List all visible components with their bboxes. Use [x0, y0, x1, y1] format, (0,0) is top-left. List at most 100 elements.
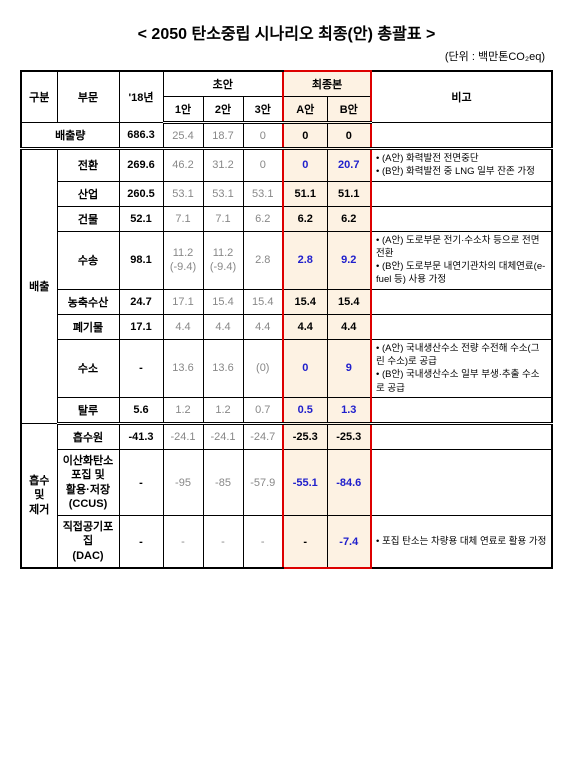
- th-fB: B안: [327, 97, 371, 123]
- cell: 4.4: [327, 314, 371, 339]
- th-fA: A안: [283, 97, 327, 123]
- cell: -57.9: [243, 449, 283, 515]
- cell: 이산화탄소포집 및활용·저장(CCUS): [57, 449, 119, 515]
- cell: 31.2: [203, 149, 243, 182]
- row-dac: 직접공기포집(DAC) - - - - - -7.4 • 포집 탄소는 차량용 …: [21, 516, 552, 568]
- cell: -24.1: [163, 423, 203, 449]
- cell: 51.1: [327, 181, 371, 206]
- cell: 2.8: [283, 231, 327, 289]
- cell: 0: [283, 339, 327, 397]
- row-bldg: 건물 52.1 7.1 7.1 6.2 6.2 6.2: [21, 206, 552, 231]
- row-h2: 수소 - 13.6 13.6 (0) 0 9 • (A안) 국내생산수소 전량 …: [21, 339, 552, 397]
- cell: 전환: [57, 149, 119, 182]
- cell: [371, 181, 552, 206]
- cell: 6.2: [243, 206, 283, 231]
- cell: 11.2(-9.4): [163, 231, 203, 289]
- cell-remark: • (A안) 도로부문 전기·수소차 등으로 전면 전환• (B안) 도로부문 …: [371, 231, 552, 289]
- cell: 1.2: [163, 397, 203, 423]
- cell: 25.4: [163, 123, 203, 149]
- cell: -24.7: [243, 423, 283, 449]
- cell: 1.2: [203, 397, 243, 423]
- cell: -: [203, 516, 243, 568]
- cell: 7.1: [203, 206, 243, 231]
- cell: [371, 449, 552, 515]
- th-d2: 2안: [203, 97, 243, 123]
- cell-remark: • (A안) 화력발전 전면중단• (B안) 화력발전 중 LNG 일부 잔존 …: [371, 149, 552, 182]
- cell: 686.3: [119, 123, 163, 149]
- cell: -95: [163, 449, 203, 515]
- cell: 6.2: [327, 206, 371, 231]
- cell: -7.4: [327, 516, 371, 568]
- th-remark: 비고: [371, 71, 552, 123]
- cell: -: [119, 339, 163, 397]
- cell: 수소: [57, 339, 119, 397]
- cell: 51.1: [283, 181, 327, 206]
- row-total: 배출량 686.3 25.4 18.7 0 0 0: [21, 123, 552, 149]
- cell: 0.7: [243, 397, 283, 423]
- row-trans: 수송 98.1 11.2(-9.4) 11.2(-9.4) 2.8 2.8 9.…: [21, 231, 552, 289]
- cell: -84.6: [327, 449, 371, 515]
- cell: [371, 314, 552, 339]
- cell: -25.3: [327, 423, 371, 449]
- th-draft: 초안: [163, 71, 283, 97]
- cell: 53.1: [243, 181, 283, 206]
- th-gubun: 구분: [21, 71, 57, 123]
- cell: 53.1: [203, 181, 243, 206]
- row-conv: 배출 전환 269.6 46.2 31.2 0 0 20.7 • (A안) 화력…: [21, 149, 552, 182]
- cell: 269.6: [119, 149, 163, 182]
- cell: 17.1: [119, 314, 163, 339]
- cell: 15.4: [327, 289, 371, 314]
- cell: 13.6: [163, 339, 203, 397]
- th-sector: 부문: [57, 71, 119, 123]
- cell: 건물: [57, 206, 119, 231]
- cell: 4.4: [283, 314, 327, 339]
- cell: -: [163, 516, 203, 568]
- cell: 0: [243, 149, 283, 182]
- cell: -25.3: [283, 423, 327, 449]
- cell: 46.2: [163, 149, 203, 182]
- cell: -24.1: [203, 423, 243, 449]
- cell: 1.3: [327, 397, 371, 423]
- cell: (0): [243, 339, 283, 397]
- cell: [371, 423, 552, 449]
- summary-table: 구분 부문 '18년 초안 최종본 비고 1안 2안 3안 A안 B안 배출량 …: [20, 70, 553, 569]
- cell: 0: [327, 123, 371, 149]
- cell: 0: [283, 149, 327, 182]
- cell-total-label: 배출량: [21, 123, 119, 149]
- cell: 수송: [57, 231, 119, 289]
- cell: 15.4: [283, 289, 327, 314]
- cell: 0: [283, 123, 327, 149]
- cell: 탈루: [57, 397, 119, 423]
- cell: 98.1: [119, 231, 163, 289]
- unit-label: (단위 : 백만톤CO₂eq): [20, 48, 553, 64]
- th-final: 최종본: [283, 71, 371, 97]
- cell: 13.6: [203, 339, 243, 397]
- cell: 직접공기포집(DAC): [57, 516, 119, 568]
- cell: [371, 397, 552, 423]
- cell: 5.6: [119, 397, 163, 423]
- th-d1: 1안: [163, 97, 203, 123]
- cell: -: [119, 449, 163, 515]
- cell: 4.4: [203, 314, 243, 339]
- cell: -55.1: [283, 449, 327, 515]
- row-agri: 농축수산 24.7 17.1 15.4 15.4 15.4 15.4: [21, 289, 552, 314]
- cell: 18.7: [203, 123, 243, 149]
- cell-remark: • (A안) 국내생산수소 전량 수전해 수소(그린 수소)로 공급• (B안)…: [371, 339, 552, 397]
- cell: 6.2: [283, 206, 327, 231]
- cell: 24.7: [119, 289, 163, 314]
- cell: -: [243, 516, 283, 568]
- page-title: < 2050 탄소중립 시나리오 최종(안) 총괄표 >: [20, 20, 553, 44]
- group-emission: 배출: [21, 149, 57, 424]
- cell: 흡수원: [57, 423, 119, 449]
- row-ind: 산업 260.5 53.1 53.1 53.1 51.1 51.1: [21, 181, 552, 206]
- cell: 9: [327, 339, 371, 397]
- cell: -: [283, 516, 327, 568]
- row-ccus: 이산화탄소포집 및활용·저장(CCUS) - -95 -85 -57.9 -55…: [21, 449, 552, 515]
- row-fugitive: 탈루 5.6 1.2 1.2 0.7 0.5 1.3: [21, 397, 552, 423]
- cell: 53.1: [163, 181, 203, 206]
- cell: 농축수산: [57, 289, 119, 314]
- cell: 2.8: [243, 231, 283, 289]
- cell: 20.7: [327, 149, 371, 182]
- cell: [371, 206, 552, 231]
- cell: -: [119, 516, 163, 568]
